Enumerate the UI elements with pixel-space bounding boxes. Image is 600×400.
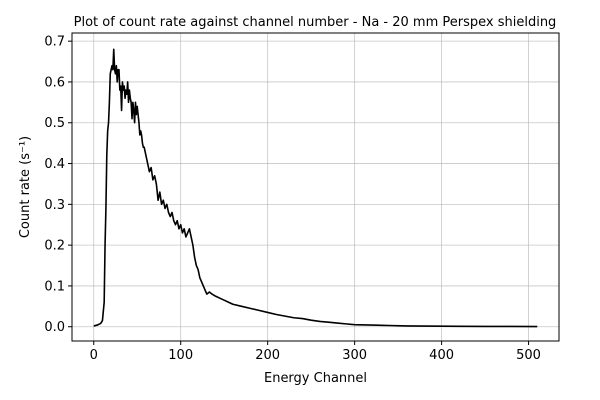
y-tick-label: 0.5	[44, 116, 65, 131]
y-tick-label: 0.4	[44, 157, 65, 172]
y-tick-label: 0.7	[44, 35, 65, 50]
y-tick-label: 0.3	[44, 198, 65, 213]
y-ticks: 0.0 0.1 0.2 0.3 0.4 0.5 0.6 0.7	[44, 35, 72, 335]
count-rate-line	[93, 48, 538, 328]
x-axis-label: Energy Channel	[264, 371, 367, 386]
y-axis-label: Count rate (s⁻¹)	[18, 136, 33, 238]
y-tick-label: 0.2	[44, 239, 65, 254]
x-ticks: 0 100 200 300 400 500	[90, 341, 541, 363]
x-tick-label: 300	[342, 348, 367, 363]
x-tick-label: 200	[255, 348, 280, 363]
x-tick-label: 500	[516, 348, 541, 363]
y-tick-label: 0.0	[44, 320, 65, 335]
x-tick-label: 100	[168, 348, 193, 363]
x-tick-label: 0	[90, 348, 98, 363]
y-tick-label: 0.1	[44, 279, 65, 294]
plot-frame	[71, 32, 560, 342]
x-tick-label: 400	[429, 348, 454, 363]
y-tick-label: 0.6	[44, 75, 65, 90]
chart-title: Plot of count rate against channel numbe…	[74, 15, 557, 30]
line-layer	[93, 48, 538, 328]
grid-layer	[72, 33, 559, 341]
